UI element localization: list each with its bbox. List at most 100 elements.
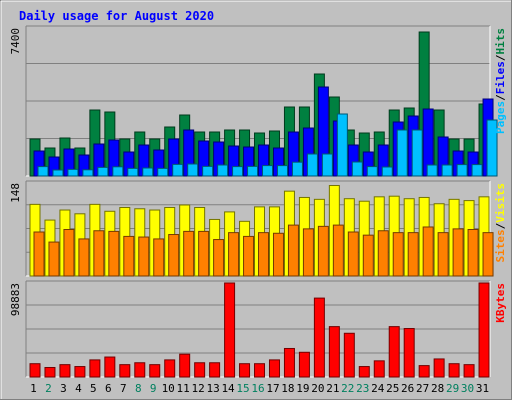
x-tick-label: 4: [75, 382, 82, 395]
bar-kbytes: [463, 364, 475, 378]
bar-sites: [48, 241, 60, 277]
x-tick-label: 15: [236, 382, 249, 395]
bar-sites: [243, 235, 255, 277]
bar-kbytes: [358, 366, 370, 378]
chart-title: Daily usage for August 2020: [19, 9, 214, 23]
bar-pages: [172, 163, 184, 177]
x-tick-label: 30: [461, 382, 474, 395]
bar-sites: [422, 226, 434, 277]
bar-kbytes: [179, 353, 191, 378]
x-tick-label: 3: [60, 382, 67, 395]
bar-sites: [198, 230, 210, 277]
bar-sites: [213, 239, 225, 277]
bar-sites: [183, 230, 195, 277]
bar-pages: [396, 129, 408, 177]
legend-separator: /: [494, 54, 507, 61]
panel-legend: KBytes: [494, 283, 507, 323]
bar-pages: [306, 153, 318, 177]
bar-kbytes: [418, 365, 430, 378]
bar-sites: [302, 228, 314, 277]
bar-pages: [127, 167, 139, 177]
bar-kbytes: [89, 359, 101, 378]
bar-sites: [452, 228, 464, 277]
bar-kbytes: [149, 364, 161, 378]
x-tick-label: 8: [135, 382, 142, 395]
bar-sites: [392, 232, 404, 277]
bar-sites: [168, 234, 180, 277]
bar-sites: [407, 232, 419, 277]
scale-label: 98883: [9, 283, 22, 316]
bar-sites: [93, 230, 105, 277]
legend-separator: /: [494, 94, 507, 101]
bar-kbytes: [239, 363, 251, 378]
scale-label: 148: [9, 183, 22, 203]
bar-sites: [332, 224, 344, 277]
bar-sites: [258, 232, 270, 277]
bar-pages: [291, 161, 303, 177]
legend-pages: Pages: [494, 101, 507, 134]
bar-pages: [321, 153, 333, 177]
bar-pages: [37, 166, 49, 177]
bar-kbytes: [268, 359, 280, 378]
x-tick-label: 13: [206, 382, 219, 395]
panel-1: 7400 Pages/Files/Hits: [9, 25, 507, 177]
bar-sites: [153, 238, 165, 277]
bar-kbytes: [254, 363, 266, 378]
bar-sites: [362, 234, 374, 277]
bar-pages: [217, 164, 229, 177]
bar-pages: [262, 165, 274, 177]
x-tick-label: 31: [476, 382, 489, 395]
bar-sites: [33, 231, 45, 277]
bar-kbytes: [448, 363, 460, 378]
x-tick-label: 20: [311, 382, 324, 395]
bar-pages: [247, 165, 259, 177]
bar-kbytes: [283, 347, 295, 378]
x-tick-label: 10: [162, 382, 175, 395]
scale-label: 7400: [9, 28, 22, 55]
x-tick-label: 16: [251, 382, 264, 395]
bar-pages: [381, 166, 393, 177]
x-tick-label: 18: [281, 382, 294, 395]
bar-sites: [228, 232, 240, 277]
bar-sites: [482, 232, 494, 277]
x-tick-label: 27: [416, 382, 429, 395]
bar-kbytes: [74, 366, 86, 378]
bar-sites: [78, 238, 90, 277]
bar-sites: [437, 232, 449, 277]
x-tick-label: 14: [221, 382, 235, 395]
bar-kbytes: [328, 326, 340, 378]
panel-2: 148 Sites/Visits: [9, 180, 507, 277]
x-tick-label: 1: [30, 382, 37, 395]
bar-kbytes: [478, 282, 490, 378]
bar-kbytes: [44, 366, 56, 378]
bar-kbytes: [59, 364, 71, 378]
bar-kbytes: [29, 363, 41, 378]
x-tick-label: 23: [356, 382, 369, 395]
bar-kbytes: [313, 297, 325, 378]
x-tick-label: 12: [192, 382, 205, 395]
bar-pages: [456, 164, 468, 177]
x-tick-label: 5: [90, 382, 97, 395]
bar-sites: [467, 229, 479, 277]
panel-legend: Pages/Files/Hits: [494, 28, 507, 134]
x-tick-label: 24: [371, 382, 385, 395]
bar-pages: [52, 169, 64, 177]
bar-pages: [67, 168, 79, 177]
bar-sites: [138, 236, 150, 277]
bar-kbytes: [403, 328, 415, 378]
bar-pages: [351, 161, 363, 177]
bar-pages: [157, 167, 169, 177]
bar-kbytes: [343, 332, 355, 378]
bar-kbytes: [164, 359, 176, 378]
bar-pages: [142, 167, 154, 177]
bar-pages: [97, 166, 109, 177]
bar-kbytes: [373, 360, 385, 378]
legend-separator: /: [494, 222, 507, 229]
bar-sites: [108, 230, 120, 277]
bar-pages: [112, 166, 124, 177]
bar-pages: [441, 164, 453, 177]
bar-kbytes: [119, 364, 131, 378]
x-tick-label: 26: [401, 382, 414, 395]
legend-sites: Sites: [494, 229, 507, 262]
